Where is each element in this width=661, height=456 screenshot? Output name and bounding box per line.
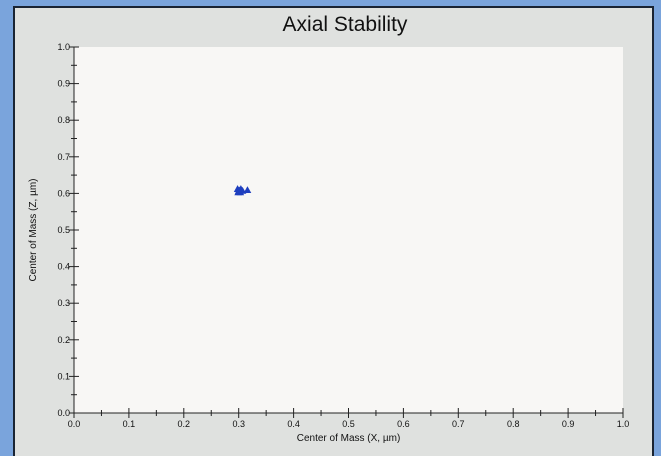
x-tick-label: 0.8 [507, 419, 520, 429]
x-tick-label: 1.0 [617, 419, 630, 429]
x-tick-label: 0.5 [342, 419, 355, 429]
x-tick-label: 0.1 [123, 419, 136, 429]
chart-title: Axial Stability [283, 13, 408, 36]
y-tick-label: 0.7 [57, 152, 70, 162]
y-tick-label: 0.8 [57, 115, 70, 125]
x-tick-label: 0.2 [178, 419, 191, 429]
y-axis-label: Center of Mass (Z, µm) [28, 179, 39, 282]
x-tick-label: 0.7 [452, 419, 465, 429]
y-tick-label: 0.3 [57, 298, 70, 308]
y-tick-label: 0.9 [57, 79, 70, 89]
y-tick-label: 0.5 [57, 225, 70, 235]
x-tick-label: 0.6 [397, 419, 410, 429]
x-axis-label: Center of Mass (X, µm) [297, 433, 401, 444]
axes: 0.0 0.1 0.2 0.3 0.4 0.5 0.6 0.7 0.8 0.9 1.0 0.0 0.1 0… [57, 42, 629, 429]
x-tick-label: 0.3 [232, 419, 245, 429]
x-tick-label: 0.9 [562, 419, 575, 429]
y-tick-label: 0.0 [57, 408, 70, 418]
y-tick-label: 1.0 [57, 42, 70, 52]
y-tick-label: 0.2 [57, 335, 70, 345]
data-point [243, 186, 252, 194]
y-tick-label: 0.6 [57, 188, 70, 198]
y-tick-label: 0.1 [57, 371, 70, 381]
plot-area [74, 47, 623, 413]
data-point [234, 186, 243, 194]
x-tick-label: 0.0 [68, 419, 81, 429]
scatter-chart: Axial Stability 0.0 0.1 0.2 0.3 0.4 0.5 0.6 0.7… [28, 13, 629, 444]
data-points [233, 185, 252, 196]
x-tick-label: 0.4 [287, 419, 300, 429]
y-tick-label: 0.4 [57, 262, 70, 272]
chart-panel: Axial Stability 0.0 0.1 0.2 0.3 0.4 0.5 0.6 0.7… [13, 6, 654, 456]
